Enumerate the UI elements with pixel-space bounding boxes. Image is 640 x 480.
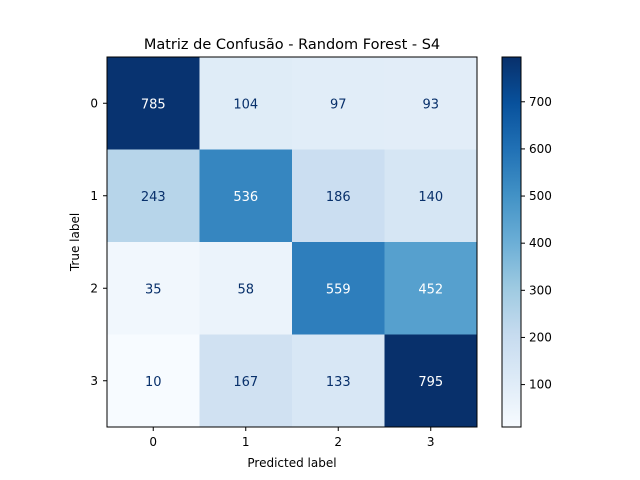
cell-label-1-3: 140: [418, 190, 443, 205]
cell-label-0-1: 104: [233, 97, 258, 112]
cell-label-1-2: 186: [326, 190, 351, 205]
cell-label-3-2: 133: [326, 375, 351, 390]
cell-label-3-1: 167: [233, 375, 258, 390]
x-axis-ticks: 0 1 2 3: [149, 427, 435, 449]
cell-1-0: [107, 149, 200, 243]
colorbar-tick-label-2: 300: [529, 283, 552, 297]
colorbar-tick-label-5: 600: [529, 142, 552, 156]
cell-1-1: [199, 149, 293, 243]
y-tick-label-3: 3: [90, 374, 98, 388]
x-tick-label-2: 2: [334, 435, 342, 449]
cell-label-1-1: 536: [233, 190, 258, 205]
chart-title: Matriz de Confusão - Random Forest - S4: [144, 37, 440, 53]
cell-label-2-2: 559: [326, 282, 351, 297]
cell-3-0: [107, 334, 200, 428]
cell-label-2-1: 58: [237, 282, 254, 297]
cell-label-3-3: 795: [418, 375, 443, 390]
colorbar-tick-label-3: 400: [529, 236, 552, 250]
cell-label-0-0: 785: [141, 97, 166, 112]
y-tick-label-1: 1: [90, 189, 98, 203]
colorbar: [501, 56, 522, 428]
y-tick-label-2: 2: [90, 281, 98, 295]
cell-label-0-2: 97: [330, 97, 347, 112]
y-axis-label: True label: [68, 213, 82, 272]
cell-0-2: [292, 57, 385, 150]
colorbar-tick-label-1: 200: [529, 330, 552, 344]
cell-2-3: [384, 242, 478, 335]
cell-label-2-3: 452: [418, 282, 443, 297]
x-tick-label-1: 1: [242, 435, 250, 449]
plot-frame: [106, 56, 478, 428]
cell-label-2-0: 35: [145, 282, 162, 297]
cell-2-1: [199, 242, 293, 335]
x-tick-label-0: 0: [149, 435, 157, 449]
x-axis-label: Predicted label: [247, 456, 336, 470]
y-axis-ticks: 0 1 2 3: [90, 96, 107, 388]
cell-label-1-0: 243: [141, 190, 166, 205]
heatmap-cells: 785 104 97 93 243 536 186 140 35 58 559 452 10 167 133…: [107, 57, 478, 428]
x-tick-label-3: 3: [427, 435, 435, 449]
cell-0-3: [384, 57, 478, 150]
colorbar-tick-label-6: 700: [529, 95, 552, 109]
colorbar-tick-label-4: 500: [529, 189, 552, 203]
cell-label-0-3: 93: [422, 97, 439, 112]
cell-2-2: [292, 242, 385, 335]
cell-3-2: [292, 334, 385, 428]
colorbar-ticks: 100 200 300 400 500 600 700: [521, 95, 552, 392]
cell-3-1: [199, 334, 293, 428]
cell-0-0: [107, 57, 200, 150]
cell-3-3: [384, 334, 478, 428]
cell-0-1: [199, 57, 293, 150]
cell-2-0: [107, 242, 200, 335]
cell-1-3: [384, 149, 478, 243]
cell-1-2: [292, 149, 385, 243]
y-tick-label-0: 0: [90, 96, 98, 110]
cell-label-3-0: 10: [145, 375, 162, 390]
colorbar-tick-label-0: 100: [529, 378, 552, 392]
